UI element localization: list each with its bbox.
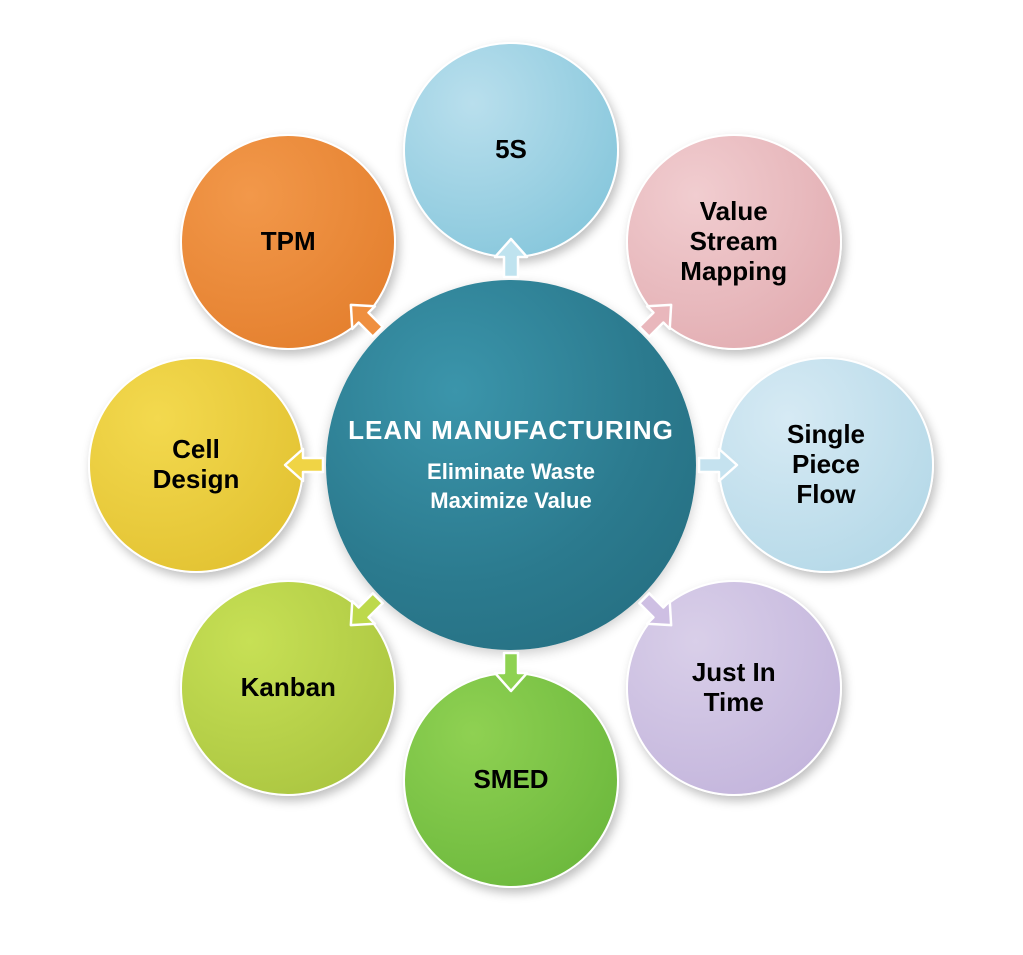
outer-node-label: 5S	[495, 135, 527, 165]
arrow-icon	[489, 237, 533, 281]
outer-node-label: Kanban	[241, 673, 336, 703]
outer-node-spf: Single Piece Flow	[718, 357, 934, 573]
lean-manufacturing-diagram: LEAN MANUFACTURING Eliminate WasteMaximiz…	[0, 0, 1023, 955]
arrow-icon	[635, 589, 679, 633]
arrow-icon	[635, 297, 679, 341]
outer-node-label: Value Stream Mapping	[680, 197, 787, 287]
center-title: LEAN MANUFACTURING	[348, 414, 674, 447]
outer-node-5s: 5S	[403, 42, 619, 258]
arrow-icon	[283, 443, 327, 487]
center-subtitle-2: Maximize Value	[430, 486, 591, 516]
outer-node-label: SMED	[473, 765, 548, 795]
arrow-icon	[489, 649, 533, 693]
center-subtitle-1: Eliminate Waste	[427, 457, 595, 487]
outer-node-label: Cell Design	[153, 435, 240, 495]
arrow-icon	[343, 589, 387, 633]
outer-node-label: Single Piece Flow	[787, 420, 865, 510]
outer-node-cell: Cell Design	[88, 357, 304, 573]
arrow-icon	[343, 297, 387, 341]
arrow-icon	[695, 443, 739, 487]
outer-node-smed: SMED	[403, 672, 619, 888]
outer-node-label: TPM	[261, 227, 316, 257]
outer-node-label: Just In Time	[692, 658, 776, 718]
